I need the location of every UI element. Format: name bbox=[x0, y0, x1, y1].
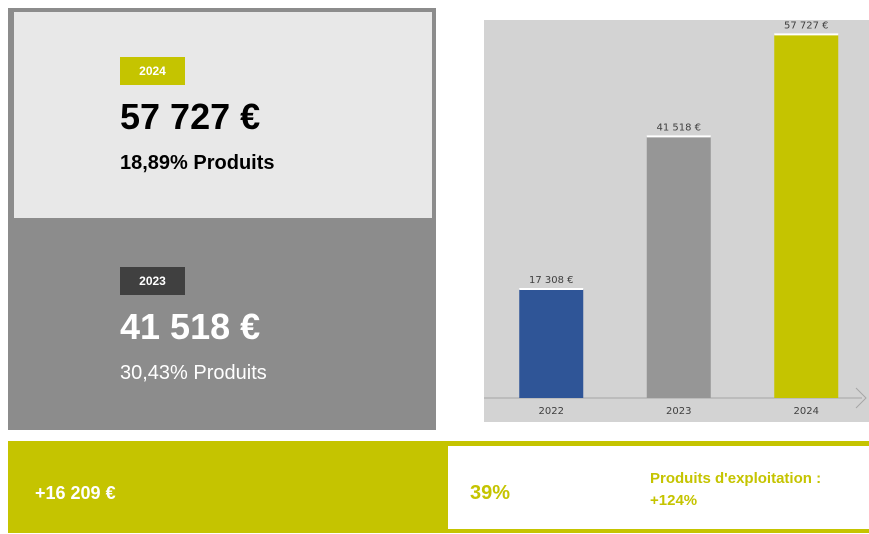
difference-block bbox=[8, 441, 448, 533]
data-label: 41 518 € bbox=[656, 122, 701, 133]
share: 30,43% Produits bbox=[120, 362, 267, 384]
amount: 41 518 € bbox=[120, 306, 261, 347]
data-label: 57 727 € bbox=[784, 20, 829, 31]
x-tick-label: 2024 bbox=[794, 406, 819, 417]
note: Produits d'exploitation : +124% bbox=[650, 470, 822, 509]
difference: +16 209 € bbox=[35, 483, 116, 503]
year-badge: 2023 bbox=[120, 267, 185, 295]
growth: 39% bbox=[470, 482, 511, 504]
card-2024 bbox=[14, 12, 432, 218]
bar bbox=[646, 136, 711, 399]
bar bbox=[774, 34, 839, 399]
year-badge: 2024 bbox=[120, 57, 185, 85]
axis-arrow bbox=[855, 387, 867, 409]
rule bbox=[448, 529, 869, 533]
amount: 57 727 € bbox=[120, 96, 261, 137]
x-tick-label: 2023 bbox=[666, 406, 691, 417]
x-tick-label: 2022 bbox=[539, 406, 564, 417]
data-label: 17 308 € bbox=[529, 275, 574, 286]
bar bbox=[519, 288, 584, 398]
card-2023 bbox=[8, 222, 436, 430]
share: 18,89% Produits bbox=[120, 152, 275, 174]
chart: 2022 17 308 € 2023 41 518 € 2024 57 727 € bbox=[484, 20, 869, 422]
rule bbox=[448, 441, 869, 446]
